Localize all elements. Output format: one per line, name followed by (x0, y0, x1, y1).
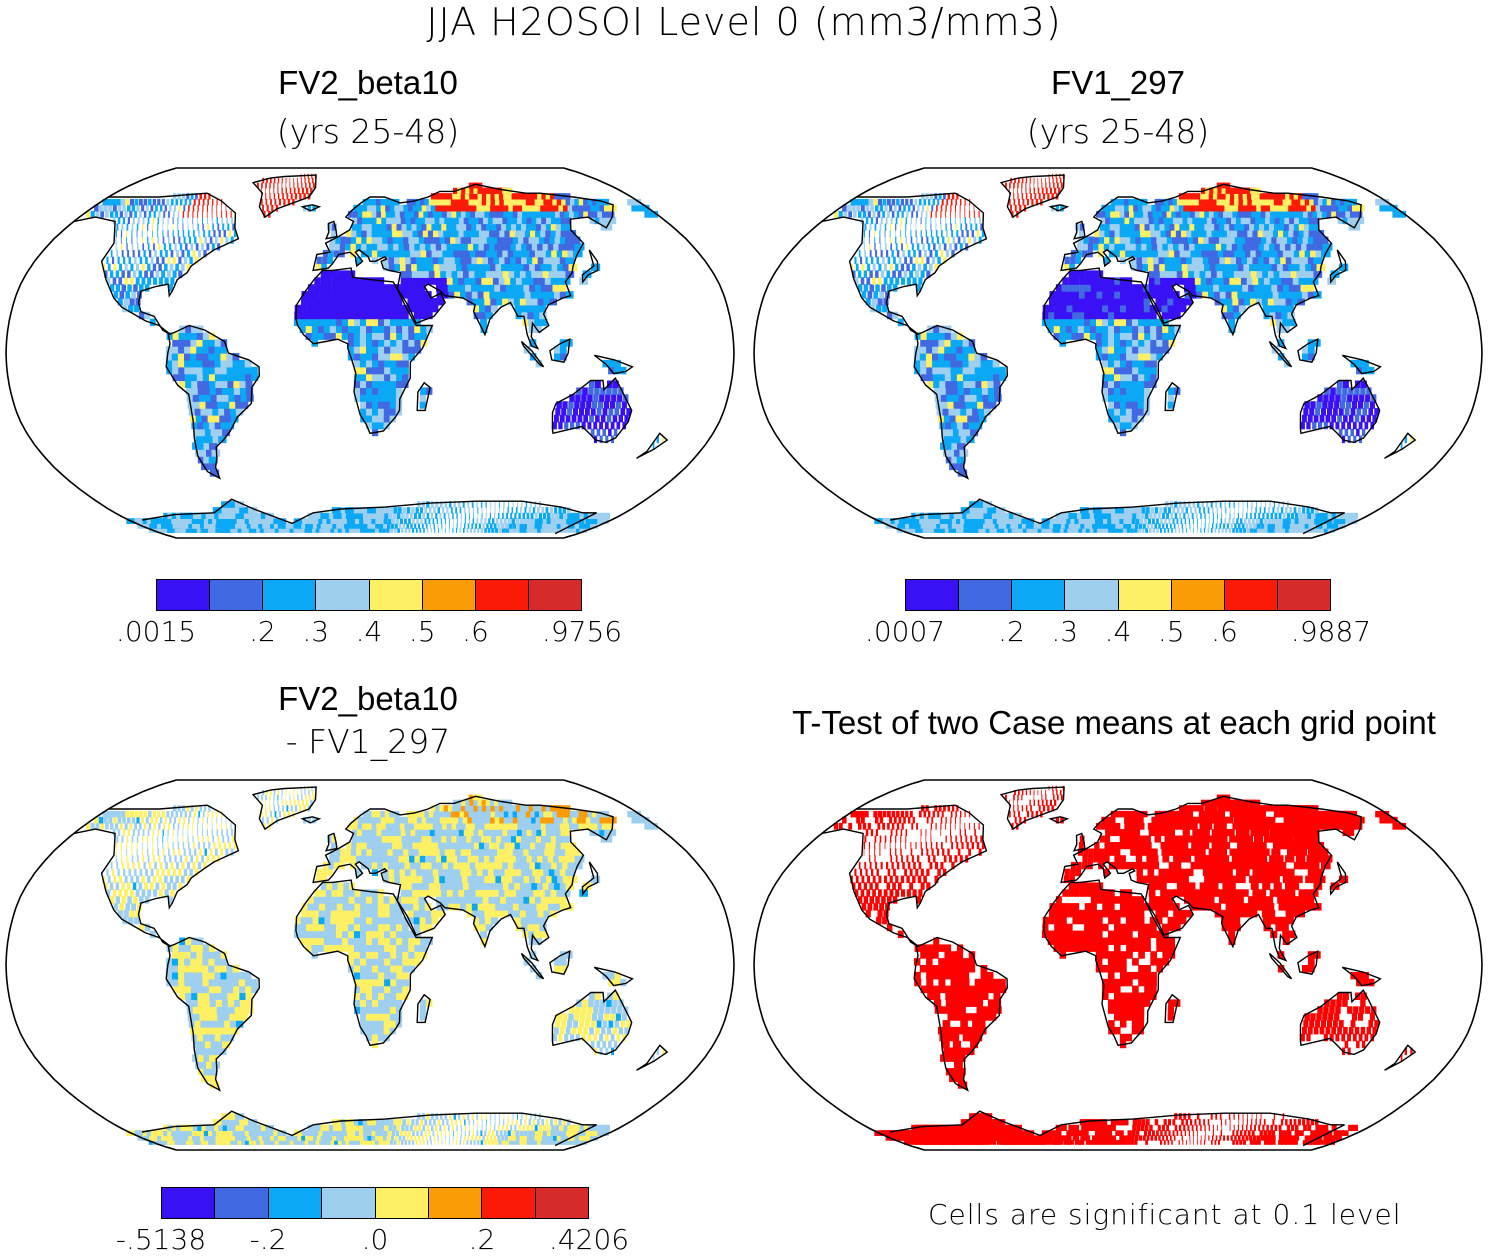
colorbar-swatch (429, 1188, 482, 1218)
colorbar-swatch (1225, 580, 1278, 610)
colorbar-swatch (1172, 580, 1225, 610)
colorbar-tick-label: .4206 (549, 1223, 629, 1256)
colorbar-swatch (322, 1188, 375, 1218)
colorbar-tick-label: .6 (462, 615, 489, 648)
map-fv1-297 (748, 150, 1488, 540)
colorbar-swatch (269, 1188, 322, 1218)
colorbar-fv1-297 (905, 579, 1331, 611)
colorbar-tick-label: .5 (409, 615, 436, 648)
map-fv2-beta10 (0, 150, 740, 540)
coastline-greenland (1001, 787, 1064, 829)
colorbar-difference (161, 1187, 589, 1219)
colorbar-swatch (959, 580, 1012, 610)
colorbar-swatch (476, 580, 529, 610)
panel-title-fv1-297: FV1_297 (968, 64, 1268, 102)
colorbar-swatch (482, 1188, 535, 1218)
panel-title-difference: FV2_beta10 (218, 680, 518, 718)
colorbar-swatch (423, 580, 476, 610)
grid-cells (86, 174, 665, 533)
map-ttest-significance (748, 762, 1488, 1152)
colorbar-swatch (157, 580, 210, 610)
colorbar-tick-label: .2 (998, 615, 1025, 648)
colorbar-swatch (1119, 580, 1172, 610)
colorbar-tick-label: .9887 (1291, 615, 1371, 648)
map-difference (0, 762, 740, 1152)
colorbar-swatch (1065, 580, 1118, 610)
colorbar-swatch (215, 1188, 268, 1218)
colorbar-tick-label: .3 (1051, 615, 1078, 648)
colorbar-tick-label: .9756 (542, 615, 622, 648)
colorbar-swatch (263, 580, 316, 610)
colorbar-swatch (906, 580, 959, 610)
grid-cells (834, 174, 1413, 533)
colorbar-swatch (210, 580, 263, 610)
colorbar-swatch (162, 1188, 215, 1218)
colorbar-tick-label: .2 (469, 1223, 496, 1256)
colorbar-tick-label: .3 (302, 615, 329, 648)
colorbar-tick-label: .0 (362, 1223, 389, 1256)
colorbar-swatch (1012, 580, 1065, 610)
colorbar-swatch (1278, 580, 1330, 610)
colorbar-swatch (529, 580, 581, 610)
colorbar-tick-label: .6 (1211, 615, 1238, 648)
grid-cells (834, 786, 1413, 1145)
panel-title-ttest: T-Test of two Case means at each grid po… (740, 704, 1488, 742)
panel-subtitle-years: (yrs 25-48) (218, 112, 518, 151)
colorbar-tick-label: .0015 (116, 615, 196, 648)
panel-subtitle-difference: - FV1_297 (218, 722, 518, 761)
colorbar-tick-label: .0007 (865, 615, 945, 648)
colorbar-swatch (536, 1188, 588, 1218)
colorbar-tick-label: .5 (1158, 615, 1185, 648)
colorbar-tick-label: -.2 (250, 1223, 287, 1256)
colorbar-swatch (376, 1188, 429, 1218)
colorbar-tick-label: .4 (356, 615, 383, 648)
colorbar-fv2-beta10 (156, 579, 582, 611)
colorbar-swatch (316, 580, 369, 610)
colorbar-swatch (370, 580, 423, 610)
figure-title: JJA H2OSOI Level 0 (mm3/mm3) (0, 0, 1488, 44)
grid-cells (86, 786, 665, 1145)
colorbar-tick-label: -.5138 (116, 1223, 206, 1256)
colorbar-tick-label: .2 (249, 615, 276, 648)
significance-footnote: Cells are significant at 0.1 level (928, 1198, 1402, 1231)
colorbar-tick-label: .4 (1105, 615, 1132, 648)
panel-title-fv2-beta10: FV2_beta10 (218, 64, 518, 102)
panel-subtitle-years: (yrs 25-48) (968, 112, 1268, 151)
